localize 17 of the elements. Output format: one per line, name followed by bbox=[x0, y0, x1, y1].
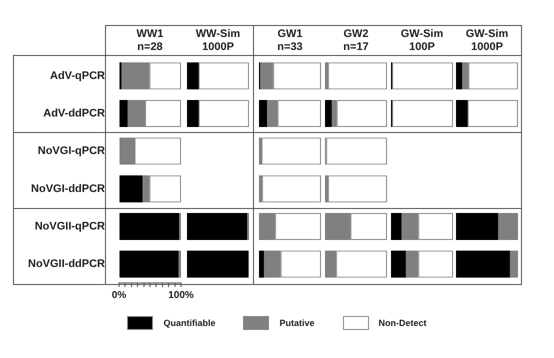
y-tick-label: NoVGI-qPCR bbox=[38, 145, 106, 158]
chart-title: GW-Sim 100P bbox=[400, 28, 444, 54]
chart-title: GW1 n=33 bbox=[276, 28, 304, 54]
chart-title: WW1 n=28 bbox=[136, 28, 164, 54]
y-tick-label: AdV-ddPCR bbox=[43, 108, 106, 120]
legend-label: Putative bbox=[279, 318, 314, 328]
y-tick-label: NoVGII-ddPCR bbox=[28, 258, 106, 270]
chart-title: GW-Sim 1000P bbox=[464, 28, 510, 54]
legend-label: Non-Detect bbox=[378, 318, 427, 328]
y-tick-label: NoVGI-ddPCR bbox=[31, 182, 106, 195]
y-tick-label: NoVGII-qPCR bbox=[34, 220, 106, 233]
y-tick-label: AdV-qPCR bbox=[50, 70, 106, 82]
x-tick-label: 100% bbox=[168, 290, 194, 301]
chart-title: GW2 n=17 bbox=[342, 28, 370, 54]
x-tick-label: 0% bbox=[112, 290, 126, 301]
legend-label: Quantifiable bbox=[163, 318, 216, 328]
chart-title: WW-Sim 1000P bbox=[194, 28, 242, 54]
